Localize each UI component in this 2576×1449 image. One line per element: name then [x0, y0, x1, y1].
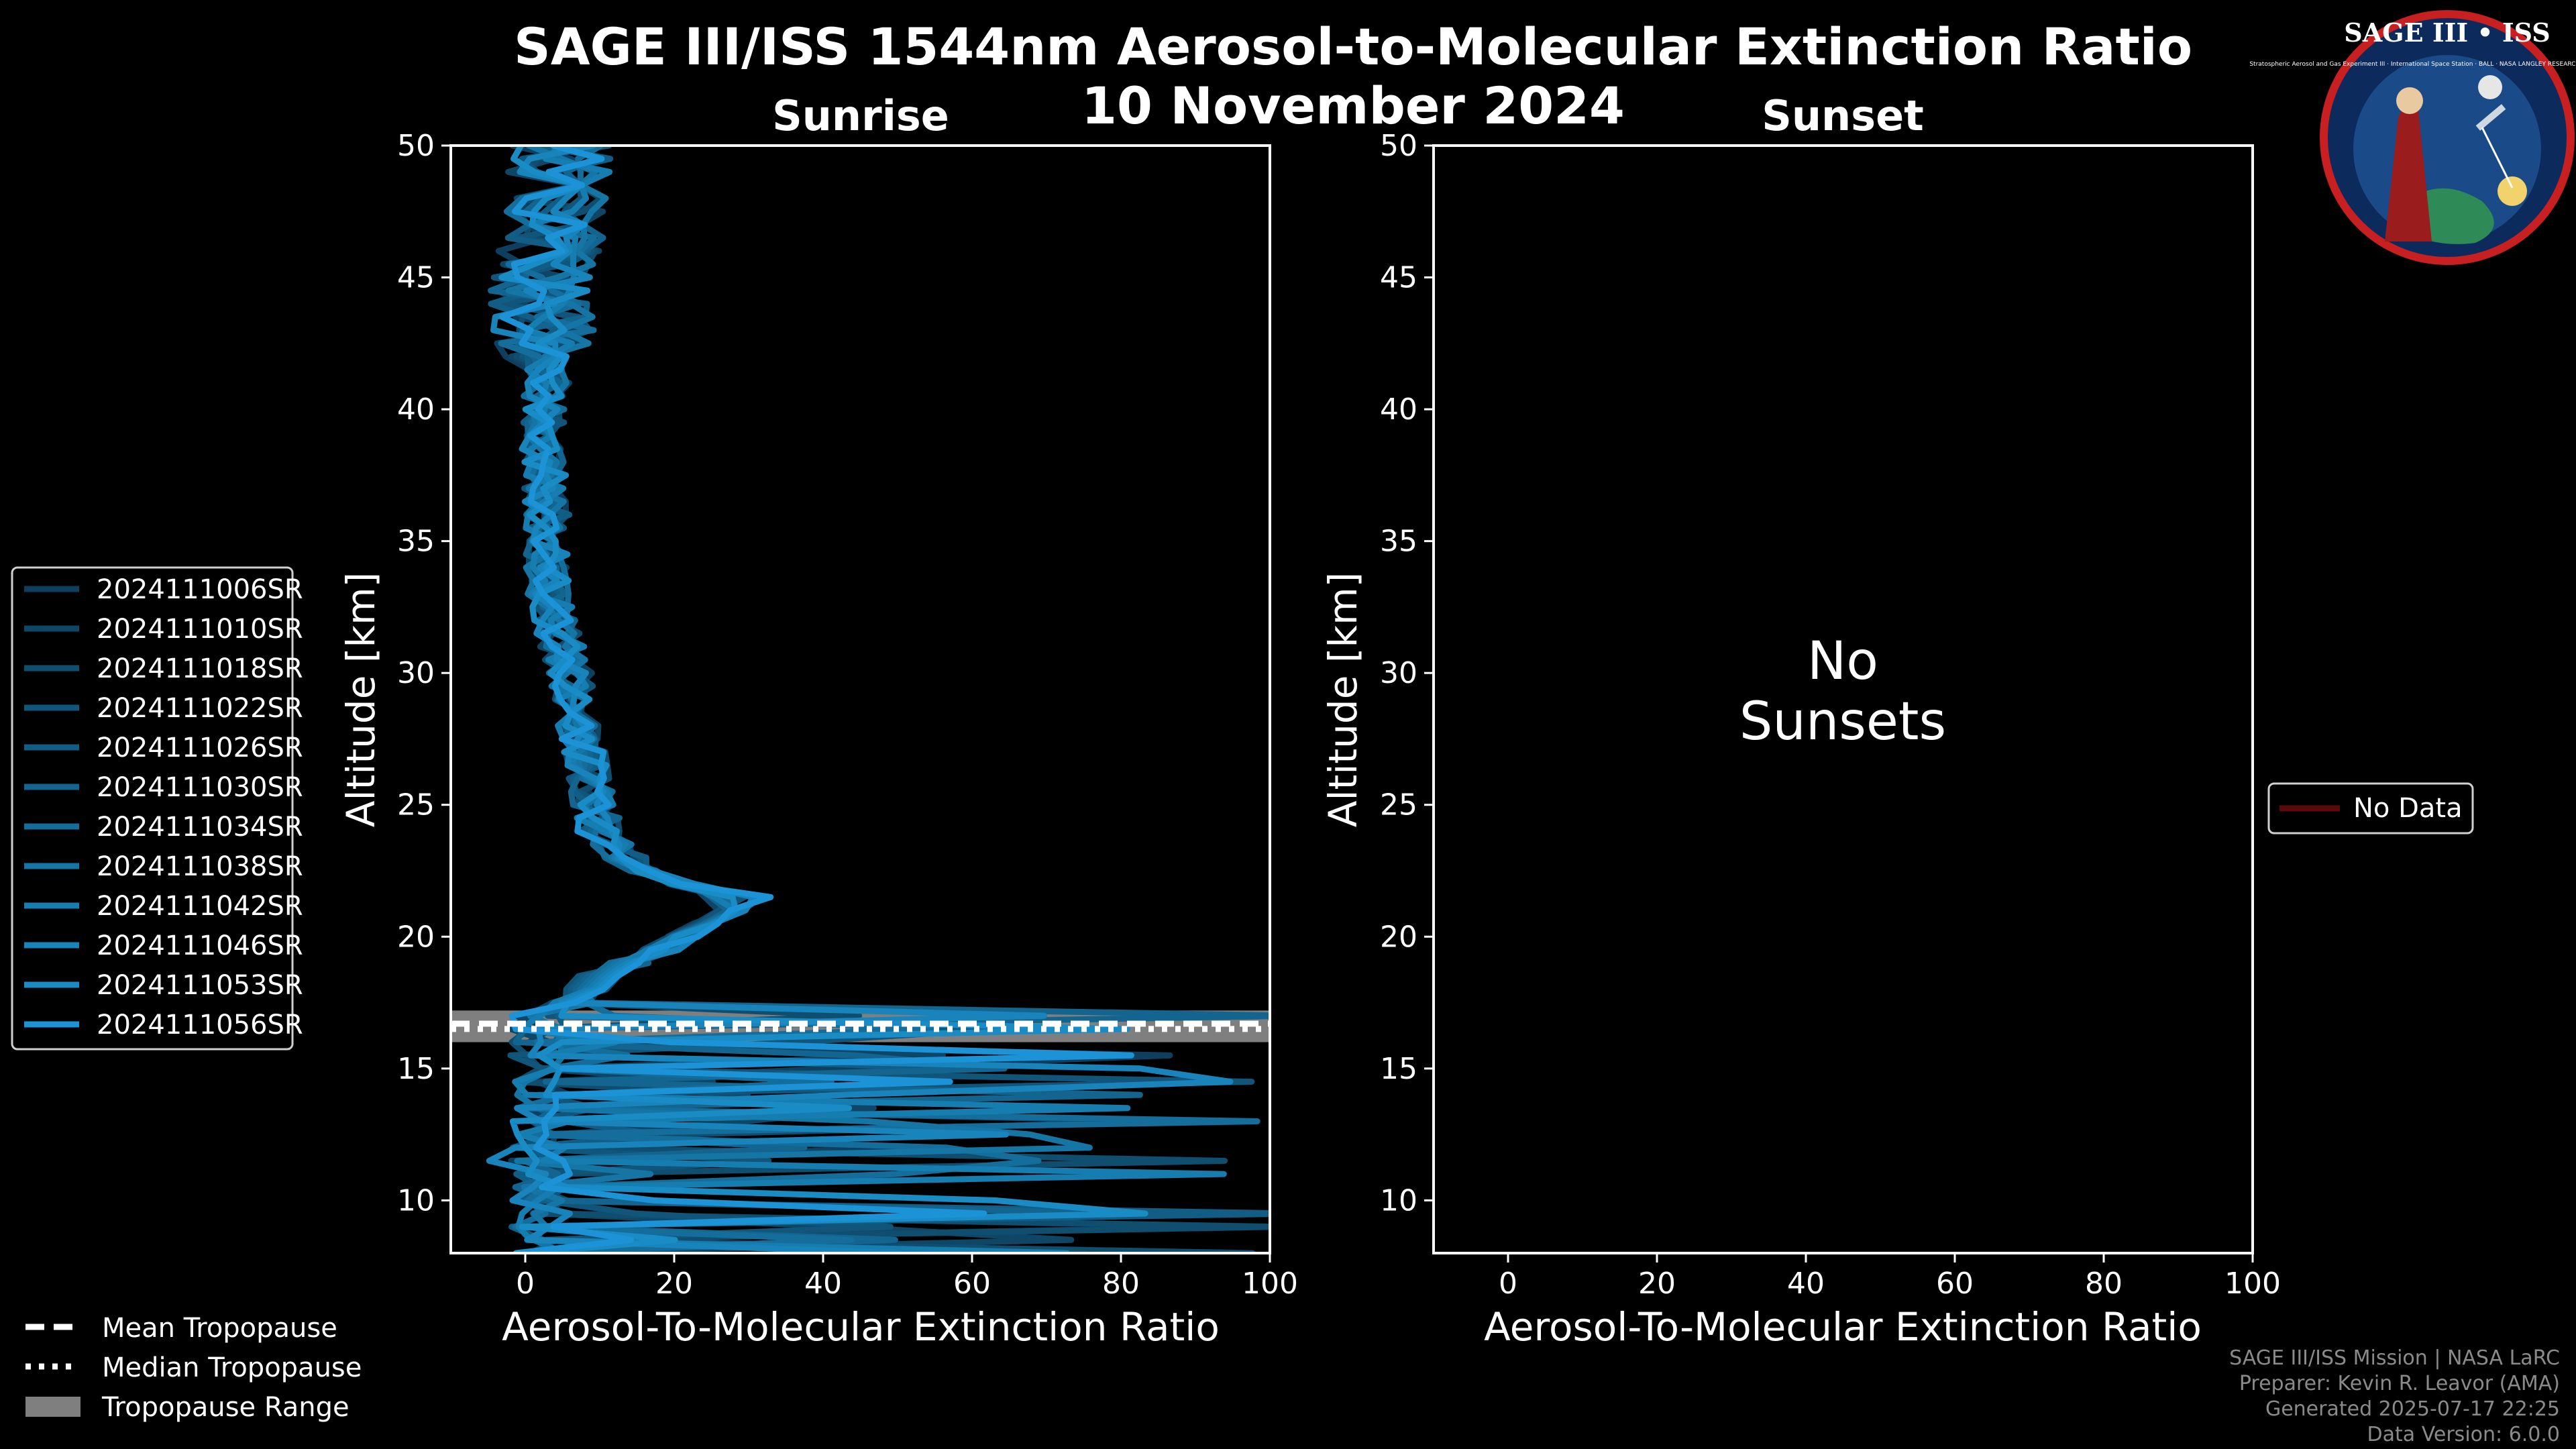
- sunrise-ytick-label: 45: [397, 261, 435, 295]
- sunset-axes-frame: [1432, 144, 2254, 1254]
- sunset-ylabel: Altitude [km]: [1320, 572, 1366, 827]
- sunrise-ylabel: Altitude [km]: [338, 572, 384, 827]
- sunrise-axes-frame: [449, 144, 1271, 1254]
- sunset-ytick-label: 25: [1380, 788, 1417, 822]
- sunset-xtick-label: 20: [1638, 1267, 1676, 1301]
- tropopause-legend: Mean Tropopause Median Tropopause Tropop…: [25, 1313, 362, 1423]
- no-sunsets-line: No: [1807, 631, 1878, 692]
- sunset-ytick-label: 40: [1380, 392, 1417, 427]
- sunset-ytick-label: 10: [1380, 1183, 1417, 1218]
- sunrise-title: Sunrise: [772, 91, 949, 140]
- sunrise-ytick-label: 10: [397, 1183, 435, 1218]
- legend-label-2024111010SR: 2024111010SR: [97, 614, 303, 645]
- legend-label-2024111022SR: 2024111022SR: [97, 693, 303, 724]
- sunrise-xlabel: Aerosol-To-Molecular Extinction Ratio: [502, 1304, 1220, 1350]
- sunrise-ytick-label: 35: [397, 525, 435, 559]
- sunset-ytick-label: 50: [1380, 129, 1417, 163]
- sunset-ytick-label: 15: [1380, 1052, 1417, 1086]
- sunrise-xtick-label: 80: [1102, 1267, 1140, 1301]
- sunrise-ytick-label: 30: [397, 656, 435, 690]
- sunset-ytick-label: 30: [1380, 656, 1417, 690]
- legend-label-2024111026SR: 2024111026SR: [97, 733, 303, 763]
- sunrise-xtick-label: 20: [655, 1267, 693, 1301]
- legend-label-2024111018SR: 2024111018SR: [97, 653, 303, 684]
- sunrise-legend-box: [11, 566, 294, 1051]
- tropopause-range-label: Tropopause Range: [101, 1392, 350, 1423]
- sunset-title: Sunset: [1762, 91, 1924, 140]
- sunset-xtick-label: 0: [1499, 1267, 1517, 1301]
- footer-generated: Generated 2025-07-17 22:25: [2265, 1397, 2560, 1421]
- sunset-xlabel: Aerosol-To-Molecular Extinction Ratio: [1484, 1304, 2202, 1350]
- legend-label-2024111046SR: 2024111046SR: [97, 930, 303, 961]
- median-tropopause-label: Median Tropopause: [102, 1352, 362, 1383]
- sunrise-ytick-label: 15: [397, 1052, 435, 1086]
- legend-label-2024111006SR: 2024111006SR: [97, 574, 303, 605]
- sunrise-profiles: [486, 146, 1270, 1253]
- logo-station-icon: [2475, 104, 2506, 131]
- chart-title: SAGE III/ISS 1544nm Aerosol-to-Molecular…: [514, 17, 2192, 76]
- sunset-legend: No Data: [2267, 782, 2474, 835]
- sunset-plot-area: [1434, 146, 2253, 1253]
- profile-line-2024111046SR: [486, 146, 1234, 1253]
- logo-figure-head-icon: [2396, 87, 2423, 114]
- logo-name: SAGE III • ISS: [2344, 17, 2550, 48]
- tropopause-range-swatch: [25, 1397, 80, 1417]
- sage-iii-iss-logo: SAGE III • ISS Stratospheric Aerosol and…: [2249, 10, 2576, 265]
- no-data-label: No Data: [2353, 793, 2463, 824]
- logo-text: Stratospheric Aerosol and Gas Experiment…: [2249, 61, 2576, 68]
- sunrise-ytick-label: 40: [397, 392, 435, 427]
- sunset-xtick-label: 100: [2224, 1267, 2281, 1301]
- sunrise-tropopause-lines: [451, 1020, 1270, 1032]
- legend-label-2024111056SR: 2024111056SR: [97, 1010, 303, 1040]
- sunrise-xtick-label: 0: [516, 1267, 535, 1301]
- footer: SAGE III/ISS Mission | NASA LaRC Prepare…: [2229, 1346, 2560, 1448]
- legend-label-2024111042SR: 2024111042SR: [97, 891, 303, 922]
- legend-label-2024111053SR: 2024111053SR: [97, 970, 303, 1001]
- logo-moon-icon: [2478, 75, 2502, 99]
- sunrise-ticks: 0 20 40 60 80 100 10 15 20 25 30 35 40 45 50: [397, 129, 1298, 1301]
- sunrise-ytick-label: 20: [397, 920, 435, 954]
- sunset-ticks: 0 20 40 60 80 100 10 15 20 25 30 35 40 45 50: [1380, 129, 2281, 1301]
- sunset-ytick-label: 20: [1380, 920, 1417, 954]
- sunset-panel: 0 20 40 60 80 100 10 15 20 25 30 35 40 45 50 Aerosol-T…: [1320, 129, 2281, 1350]
- footer-preparer: Preparer: Kevin R. Leavor (AMA): [2239, 1372, 2560, 1395]
- sunset-ytick-label: 45: [1380, 261, 1417, 295]
- sunrise-xtick-label: 40: [804, 1267, 842, 1301]
- legend-label-2024111038SR: 2024111038SR: [97, 851, 303, 882]
- sunrise-ytick-label: 50: [397, 129, 435, 163]
- logo-beam-icon: [2481, 127, 2514, 189]
- no-sunsets-annotation: No Sunsets: [1739, 631, 1946, 752]
- sunrise-ytick-label: 25: [397, 788, 435, 822]
- chart-date: 10 November 2024: [1081, 76, 1625, 136]
- sunrise-legend: 2024111006SR 2024111010SR 2024111018SR 2024…: [11, 566, 303, 1051]
- footer-version: Data Version: 6.0.0: [2367, 1423, 2560, 1446]
- sunset-legend-box: [2267, 782, 2474, 835]
- profile-line-2024111056SR: [499, 146, 1134, 1253]
- sunrise-xtick-label: 100: [1242, 1267, 1298, 1301]
- sunrise-panel: 0 20 40 60 80 100 10 15 20 25 30 35 40 45 50 Aerosol-T…: [338, 129, 1298, 1350]
- logo-figure-icon: [2385, 107, 2432, 241]
- sunset-xtick-label: 40: [1787, 1267, 1825, 1301]
- sunrise-xtick-label: 60: [953, 1267, 991, 1301]
- legend-label-2024111034SR: 2024111034SR: [97, 812, 303, 843]
- no-sunsets-line: Sunsets: [1739, 692, 1946, 752]
- sunset-xtick-label: 80: [2085, 1267, 2123, 1301]
- mean-tropopause-label: Mean Tropopause: [102, 1313, 337, 1344]
- logo-sun-icon: [2498, 176, 2527, 206]
- legend-label-2024111030SR: 2024111030SR: [97, 772, 303, 803]
- sunset-ytick-label: 35: [1380, 525, 1417, 559]
- sunset-xtick-label: 60: [1936, 1267, 1974, 1301]
- footer-mission: SAGE III/ISS Mission | NASA LaRC: [2229, 1346, 2560, 1370]
